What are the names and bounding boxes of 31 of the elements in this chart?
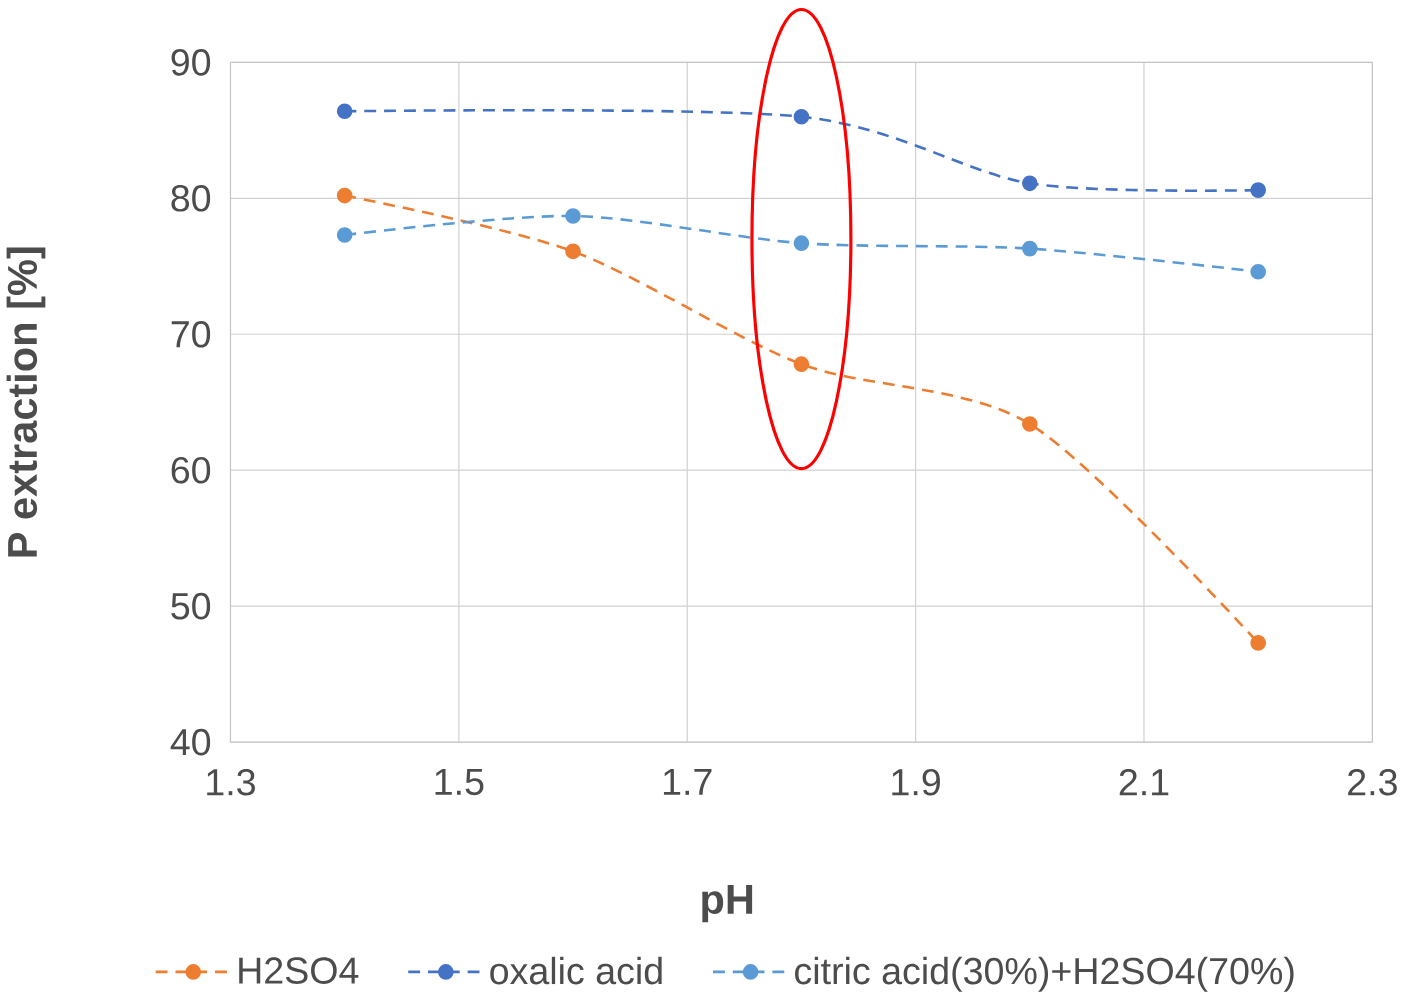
point xyxy=(1250,635,1267,651)
legend-label: oxalic acid xyxy=(490,956,662,985)
x-tick-label: 1.7 xyxy=(663,768,712,795)
y-tick-label: 50 xyxy=(171,592,211,620)
point xyxy=(1021,175,1038,192)
point xyxy=(793,108,810,125)
point xyxy=(793,235,810,252)
legend-label: citric acid(30%)+H2SO4(70%) xyxy=(795,956,1294,992)
y-tick-label: 40 xyxy=(170,728,211,756)
point xyxy=(336,227,353,243)
point xyxy=(1250,182,1267,198)
y-tick-label: 70 xyxy=(171,320,211,348)
x-tick-label: 1.9 xyxy=(892,768,940,796)
y-axis-title: P extraction [%] xyxy=(6,247,46,557)
point xyxy=(1250,263,1267,280)
x-tick-label: 1.3 xyxy=(207,768,255,796)
point xyxy=(565,243,581,260)
point xyxy=(793,356,810,373)
point xyxy=(565,208,581,224)
x-tick-label: 2.1 xyxy=(1119,768,1169,796)
point xyxy=(336,103,353,120)
y-tick-label: 80 xyxy=(171,185,211,212)
legend-label: H2SO4 xyxy=(239,957,359,984)
point xyxy=(336,187,353,204)
x-tick-label: 1.5 xyxy=(435,768,484,796)
y-tick-label: 60 xyxy=(171,456,211,484)
point xyxy=(1021,240,1038,257)
x-axis-title: pH xyxy=(702,885,753,923)
x-tick-label: 2.3 xyxy=(1348,768,1397,796)
y-tick-label: 90 xyxy=(171,49,211,76)
point xyxy=(1021,416,1038,432)
